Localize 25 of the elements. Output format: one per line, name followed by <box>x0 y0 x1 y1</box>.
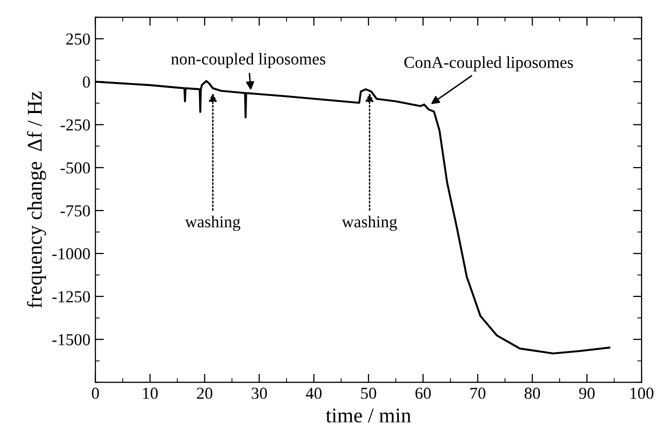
annotation: washing <box>342 216 398 231</box>
x-tick-label: 90 <box>579 388 595 399</box>
y-axis-title: frequency change Δf / Hz <box>26 92 46 308</box>
y-tick-label: -750 <box>60 205 90 216</box>
x-tick-label: 0 <box>92 388 99 399</box>
x-tick-label: 20 <box>197 388 212 399</box>
y-tick-label: -1250 <box>52 291 90 302</box>
y-tick-label: -500 <box>60 162 90 174</box>
annotation: non-coupled liposomes <box>171 52 326 68</box>
x-tick-label: 80 <box>524 388 540 399</box>
y-tick-label: -1500 <box>52 334 90 346</box>
x-tick-label: 50 <box>361 388 376 399</box>
y-tick-label: -1000 <box>52 248 90 260</box>
x-tick-label: 70 <box>470 388 486 399</box>
y-tick-label: 250 <box>66 33 90 45</box>
x-tick-label: 10 <box>143 388 158 399</box>
annotation: washing <box>185 216 240 231</box>
x-tick-label: 100 <box>630 388 654 399</box>
annotation: ConA-coupled liposomes <box>404 56 573 72</box>
y-tick-label: 0 <box>82 76 90 88</box>
x-tick-label: 30 <box>252 388 267 399</box>
x-tick-label: 40 <box>306 388 322 399</box>
x-tick-label: 60 <box>415 388 431 399</box>
y-tick-label: -250 <box>60 119 90 131</box>
x-axis-title: time / min <box>326 408 411 423</box>
